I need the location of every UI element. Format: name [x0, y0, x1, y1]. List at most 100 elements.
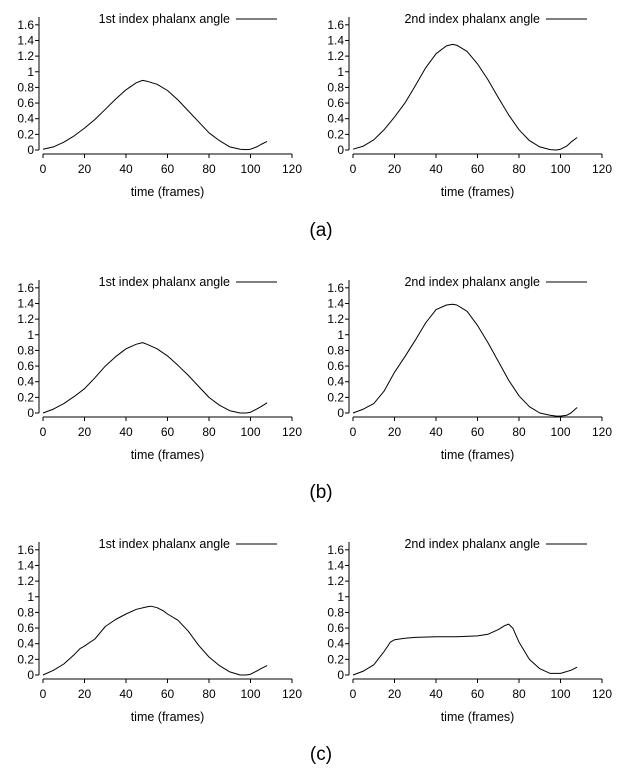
series-line	[42, 79, 268, 151]
y-tick-label: 0	[337, 143, 344, 157]
x-tick-label: 60	[471, 425, 485, 439]
y-tick-label: 1.2	[327, 574, 344, 588]
x-tick-label: 60	[161, 162, 175, 176]
x-tick-label: 80	[202, 687, 216, 701]
series-line	[352, 303, 578, 417]
series-line	[42, 605, 268, 676]
y-tick-label: 0.4	[17, 375, 34, 389]
y-tick-label: 0.8	[17, 605, 34, 619]
y-tick-label: 0.6	[327, 621, 344, 635]
y-tick-label: 1.4	[17, 33, 34, 47]
x-tick-label: 0	[40, 687, 47, 701]
x-tick-label: 100	[550, 687, 570, 701]
y-tick-label: 1.6	[17, 18, 34, 32]
x-tick-label: 100	[240, 687, 260, 701]
y-tick-label: 1.6	[17, 543, 34, 557]
y-tick-label: 0.4	[17, 112, 34, 126]
y-tick-label: 0.2	[327, 390, 344, 404]
y-tick-label: 1	[27, 590, 34, 604]
x-tick-label: 120	[282, 425, 302, 439]
y-tick-label: 0.4	[17, 637, 34, 651]
x-tick-label: 40	[119, 425, 133, 439]
y-tick-label: 0	[337, 668, 344, 682]
y-tick-label: 1	[337, 590, 344, 604]
caption-a: (a)	[309, 220, 332, 241]
caption-b: (b)	[309, 482, 332, 503]
x-tick-label: 20	[388, 687, 402, 701]
y-tick-label: 0	[27, 406, 34, 420]
y-tick-label: 0.6	[17, 359, 34, 373]
x-tick-label: 40	[119, 687, 133, 701]
chart-panel-6: 0 20 40 60 80 100 120 0 0.20.4 0.6 0.81 1.2 1.41.6 ti…	[327, 537, 612, 724]
y-tick-label: 0.4	[327, 112, 344, 126]
caption-c: (c)	[310, 744, 332, 765]
y-tick-label: 0.8	[327, 343, 344, 357]
x-axis-label: time (frames)	[131, 185, 205, 199]
y-tick-label: 1	[27, 328, 34, 342]
y-tick-label: 1	[27, 65, 34, 79]
x-tick-label: 100	[550, 162, 570, 176]
y-tick-label: 1.2	[327, 49, 344, 63]
x-tick-label: 80	[202, 162, 216, 176]
x-tick-label: 120	[592, 687, 612, 701]
x-tick-label: 120	[282, 162, 302, 176]
y-tick-label: 1.2	[327, 312, 344, 326]
y-tick-label: 0.8	[327, 80, 344, 94]
x-tick-label: 40	[429, 162, 443, 176]
y-tick-label: 1.6	[327, 281, 344, 295]
x-tick-label: 0	[350, 162, 357, 176]
y-tick-label: 1.6	[327, 543, 344, 557]
x-tick-label: 60	[161, 425, 175, 439]
chart-panel-1: 0 20 40 60 80 100 120 0 0.20.4 0.6 0.81 1.2 1.41.6 ti…	[17, 12, 302, 199]
x-axis-label: time (frames)	[441, 185, 515, 199]
x-tick-label: 60	[161, 687, 175, 701]
y-tick-label: 0.2	[327, 652, 344, 666]
x-tick-label: 120	[592, 425, 612, 439]
y-tick-label: 0.4	[327, 637, 344, 651]
series-line	[352, 623, 578, 676]
y-tick-label: 0.8	[17, 343, 34, 357]
y-tick-label: 1.2	[17, 574, 34, 588]
y-tick-label: 1.6	[17, 281, 34, 295]
chart-panel-3: 0 20 40 60 80 100 120 0 0.20.4 0.6 0.81 1.2 1.41.6 ti…	[17, 275, 302, 462]
x-tick-label: 0	[350, 687, 357, 701]
x-tick-label: 40	[119, 162, 133, 176]
x-tick-label: 20	[78, 687, 92, 701]
y-tick-label: 1.4	[17, 558, 34, 572]
x-tick-label: 100	[240, 162, 260, 176]
series-line	[352, 43, 578, 151]
x-tick-label: 0	[40, 162, 47, 176]
x-tick-label: 40	[429, 425, 443, 439]
legend-label: 1st index phalanx angle	[99, 537, 230, 551]
y-tick-label: 0	[27, 143, 34, 157]
x-tick-label: 120	[282, 687, 302, 701]
x-tick-label: 40	[429, 687, 443, 701]
y-tick-label: 0	[337, 406, 344, 420]
x-tick-label: 120	[592, 162, 612, 176]
x-tick-label: 20	[388, 162, 402, 176]
y-tick-label: 0.8	[327, 605, 344, 619]
y-tick-label: 1.6	[327, 18, 344, 32]
y-tick-label: 1	[337, 65, 344, 79]
x-tick-label: 0	[350, 425, 357, 439]
x-axis-label: time (frames)	[131, 448, 205, 462]
y-tick-label: 1.2	[17, 312, 34, 326]
y-tick-label: 1.2	[17, 49, 34, 63]
y-tick-label: 1.4	[17, 296, 34, 310]
y-tick-label: 0.2	[17, 390, 34, 404]
y-tick-label: 0.6	[17, 96, 34, 110]
y-tick-label: 0.2	[327, 127, 344, 141]
x-axis-label: time (frames)	[441, 710, 515, 724]
x-tick-label: 100	[550, 425, 570, 439]
legend-label: 2nd index phalanx angle	[404, 275, 540, 289]
legend-label: 1st index phalanx angle	[99, 275, 230, 289]
x-axis-label: time (frames)	[131, 710, 205, 724]
x-tick-label: 20	[78, 162, 92, 176]
x-tick-label: 60	[471, 687, 485, 701]
x-tick-label: 80	[512, 162, 526, 176]
y-tick-label: 1.4	[327, 296, 344, 310]
y-tick-label: 0.6	[327, 359, 344, 373]
x-tick-label: 60	[471, 162, 485, 176]
x-tick-label: 0	[40, 425, 47, 439]
